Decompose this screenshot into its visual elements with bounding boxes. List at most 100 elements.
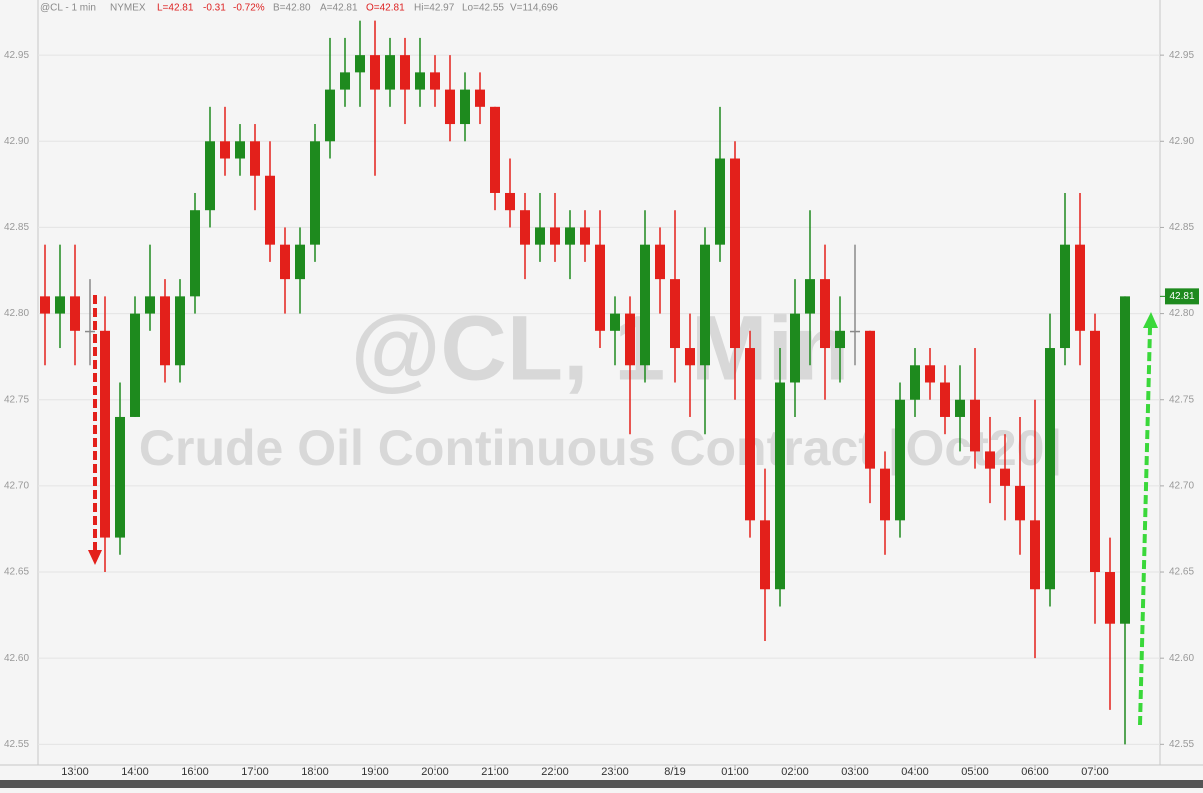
x-tick-label: 07:00 (1081, 766, 1109, 778)
candle-body (535, 227, 545, 245)
candle-body (595, 244, 605, 331)
y-tick-label: 42.75 (4, 394, 29, 405)
candle-body (670, 279, 680, 349)
x-tick-label: 04:00 (901, 766, 929, 778)
plot: 42.55 42.55 42.60 42.60 42.65 42.65 42.70 42.70… (4, 20, 1199, 778)
candle-body (475, 89, 485, 107)
candle-body (880, 468, 890, 521)
x-tick-label: 19:00 (361, 766, 389, 778)
up-arrow-head (1143, 312, 1158, 328)
x-tick-label: 06:00 (1021, 766, 1049, 778)
x-tick-label: 17:00 (241, 766, 269, 778)
candle-body (445, 89, 455, 125)
y-tick-label: 42.80 (4, 308, 29, 319)
x-tick-label: 03:00 (841, 766, 869, 778)
candle-body (205, 141, 215, 211)
x-tick-label: 18:00 (301, 766, 329, 778)
header-open: O=42.81 (366, 3, 405, 14)
candle-body (400, 55, 410, 90)
candle-body (190, 210, 200, 297)
y-tick-label-right: 42.70 (1169, 481, 1194, 492)
candle-body (550, 227, 560, 245)
header-exchange: NYMEX (110, 3, 146, 14)
candle-body (55, 296, 65, 314)
candle-body (1060, 244, 1070, 349)
candle-body (160, 296, 170, 366)
candle-body (175, 296, 185, 366)
candle-body (145, 296, 155, 314)
candle-body (985, 451, 995, 469)
candle-body (1045, 348, 1055, 590)
candle-body (895, 399, 905, 521)
candle-body (130, 313, 140, 417)
y-tick-label-right: 42.55 (1169, 739, 1194, 750)
candle-body (1090, 330, 1100, 573)
y-tick-label: 42.65 (4, 567, 29, 578)
candle-body (430, 72, 440, 90)
candle-body (655, 244, 665, 280)
x-tick-label: 20:00 (421, 766, 449, 778)
y-tick-label: 42.70 (4, 481, 29, 492)
y-tick-label: 42.95 (4, 50, 29, 61)
down-arrow-head (88, 550, 102, 565)
candle-body (460, 89, 470, 125)
candle-body (685, 348, 695, 366)
header-bid: B=42.80 (273, 3, 311, 14)
candle-body (730, 158, 740, 349)
y-tick-label-right: 42.75 (1169, 394, 1194, 405)
candle-body (1105, 572, 1115, 624)
watermark-description: Crude Oil Continuous Contract [Oct20] (139, 420, 1061, 476)
y-tick-label-right: 42.80 (1169, 308, 1194, 319)
candle-body (820, 279, 830, 349)
x-tick-label: 22:00 (541, 766, 569, 778)
header: @CL - 1 min NYMEX L=42.81 -0.31 -0.72% B… (40, 3, 558, 14)
header-volume: V=114,696 (510, 3, 558, 14)
y-tick-label-right: 42.60 (1169, 653, 1194, 664)
candle-body (520, 210, 530, 245)
candle-body (505, 192, 515, 211)
candle-body (1015, 485, 1025, 521)
candle-body (115, 416, 125, 538)
x-tick-label: 21:00 (481, 766, 509, 778)
candle-body (70, 296, 80, 331)
header-change: -0.31 (203, 3, 226, 14)
y-tick-label-right: 42.95 (1169, 50, 1194, 61)
y-tick-label: 42.90 (4, 136, 29, 147)
candle-body (865, 330, 875, 469)
candle-body (700, 244, 710, 366)
candle-body (955, 399, 965, 417)
header-low: Lo=42.55 (462, 3, 504, 14)
x-tick-label: 02:00 (781, 766, 809, 778)
candle-body (940, 382, 950, 417)
x-tick-label: 05:00 (961, 766, 989, 778)
candle-body (415, 72, 425, 90)
candle-body (835, 330, 845, 349)
x-tick-label: 13:00 (61, 766, 89, 778)
y-tick-label: 42.55 (4, 739, 29, 750)
candle-body (565, 227, 575, 245)
candle-body (775, 382, 785, 590)
candle-body (970, 399, 980, 452)
candle-body (1000, 468, 1010, 486)
candle-body (1030, 520, 1040, 590)
candle-body (370, 55, 380, 90)
header-high: Hi=42.97 (414, 3, 455, 14)
x-tick-label: 16:00 (181, 766, 209, 778)
candle-body (925, 365, 935, 383)
x-tick-label: 23:00 (601, 766, 629, 778)
y-tick-label-right: 42.85 (1169, 222, 1194, 233)
y-tick-label: 42.85 (4, 222, 29, 233)
last-price-box (1165, 288, 1199, 305)
candle-body (250, 141, 260, 176)
candle-body (385, 55, 395, 90)
candle-body (355, 55, 365, 73)
last-price-label: 42.81 (1169, 291, 1194, 302)
candle-body (1120, 296, 1130, 624)
y-tick-label-right: 42.65 (1169, 567, 1194, 578)
candle-body (85, 330, 95, 333)
header-symbol: @CL - 1 min (40, 3, 96, 14)
candle-body (850, 330, 860, 333)
candle-body (910, 365, 920, 400)
